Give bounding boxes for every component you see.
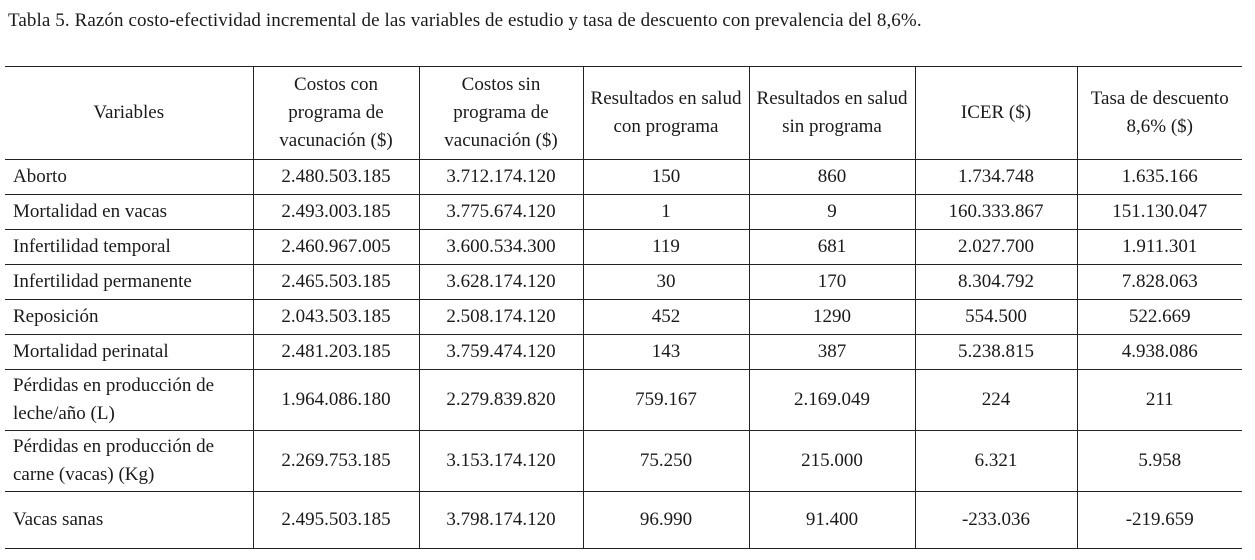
value-cell: 119 — [582, 229, 750, 265]
value-cell: 75.250 — [582, 430, 750, 492]
header-health-with-program: Resultados en salud con programa — [582, 66, 750, 160]
value-cell: 211 — [1076, 369, 1242, 431]
value-cell: 4.938.086 — [1076, 334, 1242, 370]
variable-cell: Vacas sanas — [5, 491, 254, 549]
header-health-without-program: Resultados en salud sin programa — [748, 66, 916, 160]
table-caption: Tabla 5. Razón costo-efectividad increme… — [8, 10, 922, 31]
value-cell: 3.775.674.120 — [418, 194, 584, 230]
value-cell: 759.167 — [582, 369, 750, 431]
value-cell: 1 — [582, 194, 750, 230]
variable-cell: Mortalidad en vacas — [5, 194, 254, 230]
value-cell: 3.628.174.120 — [418, 264, 584, 300]
value-cell: 224 — [914, 369, 1078, 431]
value-cell: 2.480.503.185 — [252, 159, 420, 195]
value-cell: -219.659 — [1076, 491, 1242, 549]
table-row: Aborto 2.480.503.185 3.712.174.120 150 8… — [5, 159, 1242, 195]
header-row: Variables Costos con programa de vacunac… — [5, 66, 1242, 160]
value-cell: 2.169.049 — [748, 369, 916, 431]
value-cell: 91.400 — [748, 491, 916, 549]
value-cell: 2.269.753.185 — [252, 430, 420, 492]
table-row: Vacas sanas 2.495.503.185 3.798.174.120 … — [5, 491, 1242, 549]
value-cell: 215.000 — [748, 430, 916, 492]
value-cell: 96.990 — [582, 491, 750, 549]
value-cell: 2.027.700 — [914, 229, 1078, 265]
value-cell: 150 — [582, 159, 750, 195]
value-cell: 2.279.839.820 — [418, 369, 584, 431]
variable-cell: Reposición — [5, 299, 254, 335]
value-cell: 5.238.815 — [914, 334, 1078, 370]
variable-cell: Infertilidad permanente — [5, 264, 254, 300]
variable-cell: Mortalidad perinatal — [5, 334, 254, 370]
table-row: Pérdidas en producción de carne (vacas) … — [5, 430, 1242, 492]
value-cell: 8.304.792 — [914, 264, 1078, 300]
value-cell: 143 — [582, 334, 750, 370]
value-cell: 554.500 — [914, 299, 1078, 335]
value-cell: 3.798.174.120 — [418, 491, 584, 549]
value-cell: 3.153.174.120 — [418, 430, 584, 492]
value-cell: 1290 — [748, 299, 916, 335]
header-variables: Variables — [5, 66, 254, 160]
value-cell: 151.130.047 — [1076, 194, 1242, 230]
variable-cell: Aborto — [5, 159, 254, 195]
value-cell: 2.465.503.185 — [252, 264, 420, 300]
value-cell: 2.481.203.185 — [252, 334, 420, 370]
value-cell: 860 — [748, 159, 916, 195]
value-cell: 1.635.166 — [1076, 159, 1242, 195]
value-cell: 1.734.748 — [914, 159, 1078, 195]
value-cell: 7.828.063 — [1076, 264, 1242, 300]
value-cell: 160.333.867 — [914, 194, 1078, 230]
value-cell: 2.508.174.120 — [418, 299, 584, 335]
table-row: Infertilidad permanente 2.465.503.185 3.… — [5, 264, 1242, 300]
header-costs-without-program: Costos sin programa de vacunación ($) — [418, 66, 584, 160]
value-cell: 387 — [748, 334, 916, 370]
variable-cell: Pérdidas en producción de carne (vacas) … — [5, 430, 254, 492]
value-cell: 522.669 — [1076, 299, 1242, 335]
value-cell: 2.495.503.185 — [252, 491, 420, 549]
table-row: Infertilidad temporal 2.460.967.005 3.60… — [5, 229, 1242, 265]
value-cell: 3.600.534.300 — [418, 229, 584, 265]
variable-cell: Pérdidas en producción de leche/año (L) — [5, 369, 254, 431]
table-row: Pérdidas en producción de leche/año (L) … — [5, 369, 1242, 431]
header-discount-rate: Tasa de descuento 8,6% ($) — [1076, 66, 1242, 160]
table-row: Mortalidad en vacas 2.493.003.185 3.775.… — [5, 194, 1242, 230]
table-row: Mortalidad perinatal 2.481.203.185 3.759… — [5, 334, 1242, 370]
value-cell: 3.759.474.120 — [418, 334, 584, 370]
value-cell: 1.911.301 — [1076, 229, 1242, 265]
value-cell: 2.460.967.005 — [252, 229, 420, 265]
value-cell: 9 — [748, 194, 916, 230]
value-cell: 681 — [748, 229, 916, 265]
value-cell: 2.043.503.185 — [252, 299, 420, 335]
value-cell: 1.964.086.180 — [252, 369, 420, 431]
value-cell: 6.321 — [914, 430, 1078, 492]
icer-table: Variables Costos con programa de vacunac… — [5, 66, 1242, 549]
value-cell: 2.493.003.185 — [252, 194, 420, 230]
value-cell: -233.036 — [914, 491, 1078, 549]
value-cell: 170 — [748, 264, 916, 300]
table-row: Reposición 2.043.503.185 2.508.174.120 4… — [5, 299, 1242, 335]
value-cell: 5.958 — [1076, 430, 1242, 492]
header-icer: ICER ($) — [914, 66, 1078, 160]
value-cell: 452 — [582, 299, 750, 335]
header-costs-with-program: Costos con programa de vacunación ($) — [252, 66, 420, 160]
value-cell: 30 — [582, 264, 750, 300]
value-cell: 3.712.174.120 — [418, 159, 584, 195]
variable-cell: Infertilidad temporal — [5, 229, 254, 265]
